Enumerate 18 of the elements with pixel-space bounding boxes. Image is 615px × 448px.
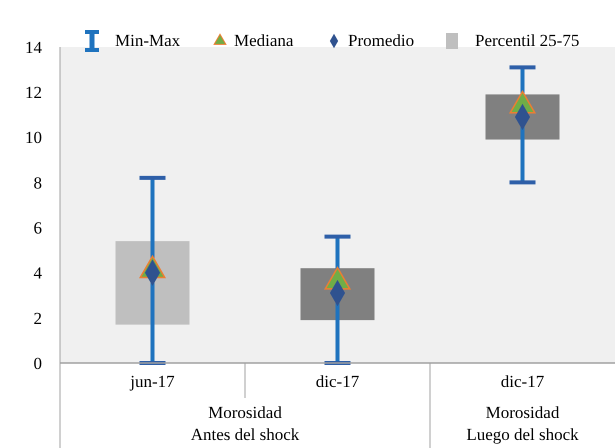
text: Morosidad Luego del shock xyxy=(466,403,580,444)
y-tick-label: 8 xyxy=(34,173,42,192)
y-tick-label: 6 xyxy=(34,218,42,238)
legend-label: Percentil 25-75 xyxy=(475,31,580,50)
x-tick-label: jun-17 xyxy=(129,372,176,391)
y-tick-label: 12 xyxy=(25,83,42,102)
legend-label: Min-Max xyxy=(115,31,181,50)
y-tick-label: 4 xyxy=(34,264,42,283)
legend-label: Mediana xyxy=(234,31,294,50)
y-tick-label: 0 xyxy=(34,354,42,373)
legend-label: Promedio xyxy=(348,31,414,50)
text: Morosidad Antes del shock xyxy=(190,403,300,444)
bar xyxy=(116,241,190,325)
y-tick-label: 14 xyxy=(25,38,42,57)
y-tick-label: 10 xyxy=(25,128,42,148)
y-tick-label: 2 xyxy=(34,308,42,328)
x-tick-label: dic-17 xyxy=(316,372,360,391)
x-tick-label: dic-17 xyxy=(500,372,545,391)
